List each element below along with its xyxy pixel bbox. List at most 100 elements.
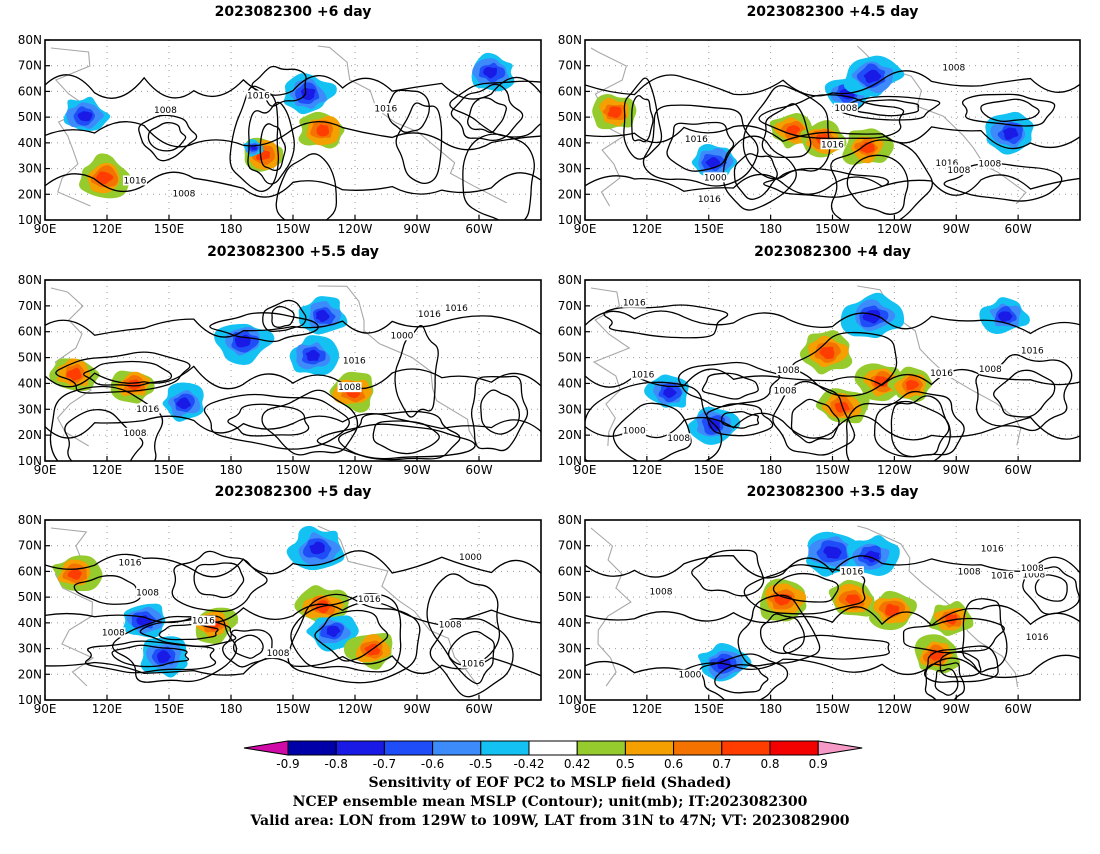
mslp-isobar: [316, 423, 476, 460]
panel-title: 2023082300 +4.5 day: [747, 4, 919, 20]
contour-label-bg: [1021, 569, 1046, 580]
coastline-asia: [590, 527, 632, 687]
lat-tick-label: 30N: [18, 162, 42, 176]
lon-tick-label: 90W: [943, 463, 970, 477]
mslp-isobar: [480, 389, 521, 435]
lon-tick-label: 150E: [694, 702, 725, 716]
lat-tick-label: 50N: [558, 110, 582, 124]
lat-tick-label: 30N: [18, 402, 42, 416]
shading-level: [136, 615, 152, 626]
footer: Sensitivity of EOF PC2 to MSLP field (Sh…: [0, 774, 1100, 831]
mslp-isobar: [733, 153, 778, 200]
lon-tick-label: 90W: [943, 222, 970, 236]
contour-label-bg: [438, 619, 463, 630]
lon-tick-label: 60W: [465, 463, 492, 477]
negative-sensitivity-shading: [847, 535, 900, 576]
shading-level: [300, 87, 316, 101]
mslp-isobar: [722, 135, 797, 211]
mslp-isobar: [792, 331, 898, 397]
lat-tick-label: 40N: [558, 616, 582, 630]
positive-sensitivity-shading: [928, 601, 974, 637]
lon-tick-label: 90W: [403, 702, 430, 716]
lon-tick-label: 120E: [92, 702, 123, 716]
mslp-contours: [45, 299, 541, 461]
shading-level: [997, 311, 1013, 322]
shading-level: [874, 376, 889, 387]
contour-label: 1000: [678, 671, 701, 681]
shading-level: [157, 650, 171, 664]
colorbar-segment: [383, 740, 434, 756]
contour-label-bg: [773, 385, 798, 396]
mslp-isobar: [720, 410, 760, 429]
mslp-isobar: [64, 409, 144, 461]
contour-label: 1016: [119, 558, 142, 568]
lat-tick-label: 50N: [18, 590, 42, 604]
contour-label-bg: [153, 104, 178, 115]
mslp-isobar: [251, 65, 307, 107]
mslp-isobar: [961, 93, 1056, 127]
lon-tick-label: 150E: [154, 222, 185, 236]
lon-tick-label: 150E: [154, 702, 185, 716]
contour-label-bg: [373, 103, 398, 114]
colorbar-arrow-max: [817, 740, 863, 756]
mslp-isobar: [447, 630, 495, 685]
footer-line-3: Valid area: LON from 129W to 109W, LAT f…: [250, 813, 850, 829]
lat-tick-label: 70N: [18, 539, 42, 553]
lat-tick-label: 10N: [558, 454, 582, 468]
lat-tick-label: 40N: [558, 136, 582, 150]
mslp-isobar: [772, 572, 839, 603]
lon-tick-label: 120W: [877, 222, 912, 236]
contour-label: 1016: [418, 310, 441, 320]
mslp-isobar: [275, 153, 338, 220]
negative-sensitivity-shading: [214, 323, 275, 366]
mslp-isobar: [993, 369, 1056, 418]
mslp-isobar: [763, 167, 889, 198]
shading-level: [309, 541, 325, 555]
contour-label-bg: [122, 427, 147, 438]
contour-label: 1016: [685, 135, 708, 145]
contour-label: 1000: [704, 173, 727, 183]
mslp-isobar: [73, 575, 141, 605]
mslp-isobar: [470, 375, 529, 452]
mslp-isobar: [193, 562, 245, 599]
mslp-isobar: [585, 173, 1080, 196]
mslp-isobar: [943, 162, 1063, 202]
colorbar-segment: [673, 740, 723, 756]
colorbar-label: -0.42: [513, 757, 544, 771]
map-content: 1008 1008 1016 1016 1016 1008 1000 1016 1008: [45, 520, 541, 700]
mslp-isobar: [138, 114, 198, 162]
contour-label-bg: [1020, 563, 1045, 574]
contour-label: 1000: [391, 331, 414, 341]
lat-tick-label: 20N: [18, 187, 42, 201]
mslp-isobar: [259, 123, 287, 172]
panel-title: 2023082300 +5.5 day: [207, 244, 379, 260]
mslp-isobar: [585, 310, 1080, 335]
contour-label: 1016: [991, 572, 1014, 582]
contour-label: 1008: [834, 104, 857, 114]
contour-label-bg: [191, 615, 216, 626]
shading-level: [705, 157, 721, 169]
negative-sensitivity-shading: [162, 382, 204, 422]
colorbar-label: -0.9: [276, 757, 299, 771]
mslp-isobar: [846, 154, 909, 215]
lon-tick-label: 90W: [943, 702, 970, 716]
contour-label: 1008: [124, 429, 147, 439]
mslp-isobar: [394, 325, 439, 418]
mslp-isobar: [939, 651, 982, 678]
contour-label-bg: [833, 102, 858, 113]
lon-tick-label: 150W: [815, 463, 850, 477]
mslp-contours: [585, 70, 1080, 220]
mslp-isobar: [55, 351, 191, 394]
mslp-isobar: [261, 389, 359, 456]
colorbar: -0.9 -0.8 -0.7 -0.6 -0.5 -0.42 0.42 0.5 0.6 0.7 0.…: [243, 740, 863, 771]
mslp-isobar: [980, 98, 1040, 123]
contour-label: 1008: [102, 628, 125, 638]
lon-tick-label: 120E: [632, 222, 663, 236]
coastline-asia: [50, 47, 91, 207]
colorbar-label: -0.5: [469, 757, 492, 771]
contour-label-bg: [171, 188, 196, 199]
coastline: [50, 45, 507, 207]
lon-tick-label: 180: [759, 222, 782, 236]
mslp-isobar: [45, 365, 541, 390]
